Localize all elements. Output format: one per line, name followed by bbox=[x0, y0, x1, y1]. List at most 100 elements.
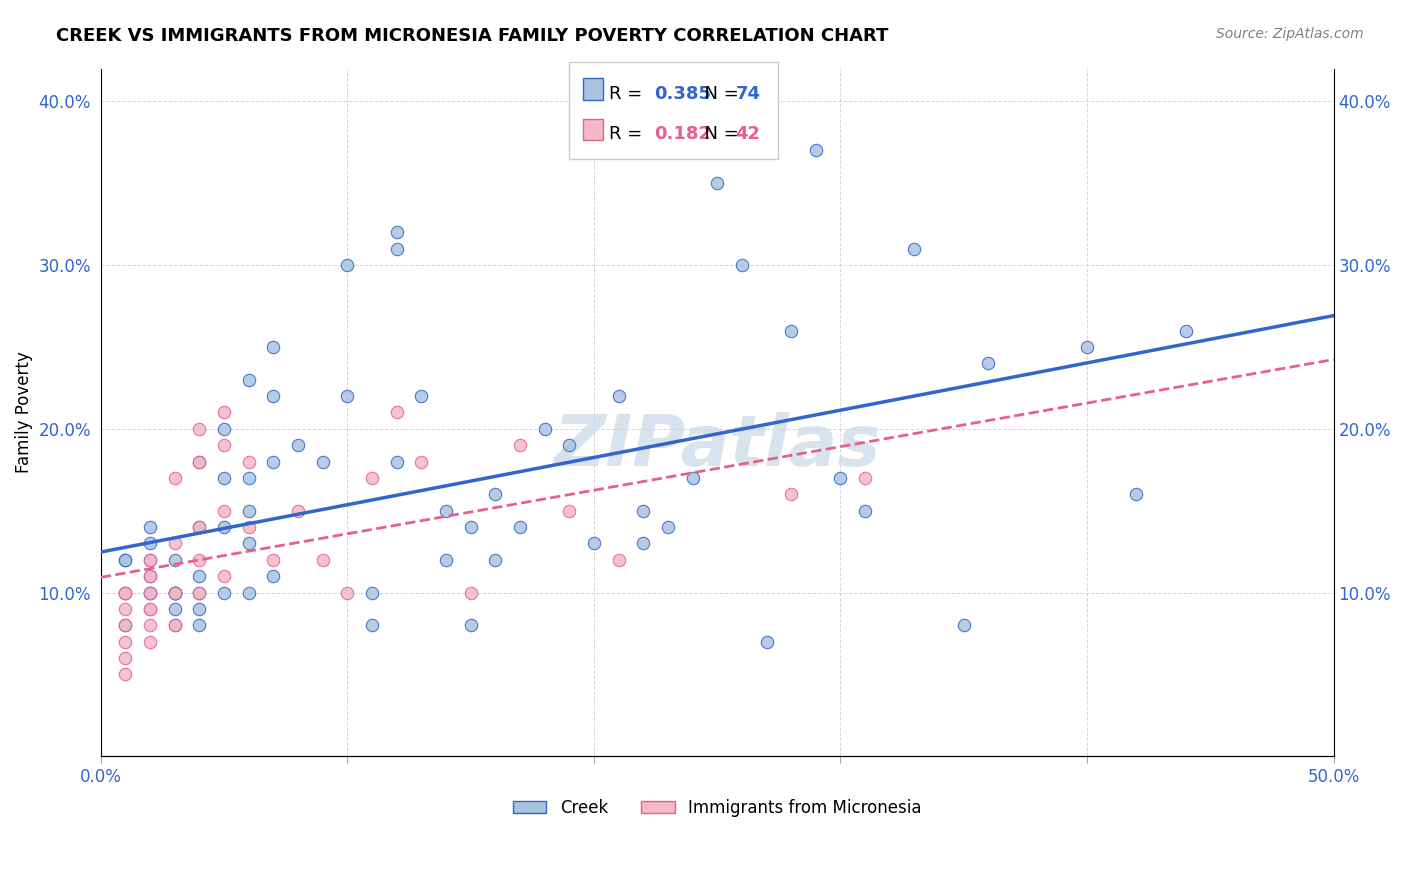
Point bbox=[853, 471, 876, 485]
Text: R =: R = bbox=[609, 125, 648, 143]
Point bbox=[287, 438, 309, 452]
Point bbox=[460, 618, 482, 632]
Point bbox=[238, 373, 260, 387]
Point bbox=[139, 553, 162, 567]
Point bbox=[903, 242, 925, 256]
Point bbox=[262, 454, 284, 468]
Text: N =: N = bbox=[693, 125, 745, 143]
Text: 0.182: 0.182 bbox=[654, 125, 711, 143]
Text: 42: 42 bbox=[735, 125, 761, 143]
Point bbox=[163, 536, 186, 550]
Point bbox=[631, 536, 654, 550]
Point bbox=[607, 553, 630, 567]
Text: 74: 74 bbox=[735, 85, 761, 103]
Point bbox=[188, 585, 211, 599]
Point bbox=[139, 553, 162, 567]
Point bbox=[188, 569, 211, 583]
Legend: Creek, Immigrants from Micronesia: Creek, Immigrants from Micronesia bbox=[506, 792, 928, 823]
Point bbox=[484, 553, 506, 567]
Point bbox=[853, 503, 876, 517]
Point bbox=[114, 585, 136, 599]
Point bbox=[139, 585, 162, 599]
Point bbox=[385, 454, 408, 468]
Point bbox=[434, 553, 457, 567]
Point bbox=[558, 438, 581, 452]
Point bbox=[163, 618, 186, 632]
Point bbox=[385, 405, 408, 419]
Point bbox=[361, 618, 384, 632]
Point bbox=[163, 618, 186, 632]
Point bbox=[139, 602, 162, 616]
Point bbox=[163, 585, 186, 599]
Point bbox=[411, 389, 433, 403]
Point bbox=[212, 520, 235, 534]
Point bbox=[114, 585, 136, 599]
Text: 0.385: 0.385 bbox=[654, 85, 711, 103]
Point bbox=[114, 618, 136, 632]
Point bbox=[460, 585, 482, 599]
Point bbox=[188, 520, 211, 534]
Point bbox=[212, 569, 235, 583]
Point bbox=[262, 389, 284, 403]
Point bbox=[163, 471, 186, 485]
Point bbox=[361, 585, 384, 599]
Point bbox=[139, 602, 162, 616]
Point bbox=[262, 569, 284, 583]
Point bbox=[139, 520, 162, 534]
Point bbox=[114, 553, 136, 567]
Point bbox=[163, 553, 186, 567]
Point bbox=[163, 585, 186, 599]
Point bbox=[114, 651, 136, 665]
Point bbox=[114, 634, 136, 648]
Point bbox=[977, 356, 1000, 370]
Text: N =: N = bbox=[693, 85, 745, 103]
Point bbox=[434, 503, 457, 517]
Point bbox=[114, 553, 136, 567]
Point bbox=[238, 520, 260, 534]
Point bbox=[212, 405, 235, 419]
Point bbox=[731, 258, 754, 272]
Point bbox=[188, 585, 211, 599]
Point bbox=[706, 176, 728, 190]
Point bbox=[139, 569, 162, 583]
Point bbox=[582, 536, 605, 550]
Point bbox=[139, 569, 162, 583]
Point bbox=[212, 438, 235, 452]
Point bbox=[188, 553, 211, 567]
Point bbox=[509, 520, 531, 534]
Text: R =: R = bbox=[609, 85, 648, 103]
Point bbox=[163, 585, 186, 599]
Point bbox=[139, 585, 162, 599]
Y-axis label: Family Poverty: Family Poverty bbox=[15, 351, 32, 474]
Point bbox=[262, 553, 284, 567]
Point bbox=[262, 340, 284, 354]
Point bbox=[533, 422, 555, 436]
Point bbox=[509, 438, 531, 452]
Point bbox=[139, 618, 162, 632]
Point bbox=[114, 667, 136, 681]
Point bbox=[139, 585, 162, 599]
Point bbox=[188, 454, 211, 468]
Point bbox=[336, 585, 359, 599]
Point bbox=[114, 602, 136, 616]
Point bbox=[163, 585, 186, 599]
Point bbox=[238, 471, 260, 485]
Point bbox=[114, 585, 136, 599]
Point bbox=[287, 503, 309, 517]
Point bbox=[114, 618, 136, 632]
Point bbox=[312, 454, 335, 468]
Point bbox=[238, 536, 260, 550]
Point bbox=[312, 553, 335, 567]
Point bbox=[1125, 487, 1147, 501]
Text: CREEK VS IMMIGRANTS FROM MICRONESIA FAMILY POVERTY CORRELATION CHART: CREEK VS IMMIGRANTS FROM MICRONESIA FAMI… bbox=[56, 27, 889, 45]
Point bbox=[682, 471, 704, 485]
Text: ZIPatlas: ZIPatlas bbox=[554, 412, 882, 482]
Point bbox=[238, 503, 260, 517]
Point bbox=[139, 536, 162, 550]
Point bbox=[411, 454, 433, 468]
Point bbox=[188, 454, 211, 468]
Point bbox=[780, 324, 803, 338]
Point bbox=[558, 503, 581, 517]
Point bbox=[780, 487, 803, 501]
Point bbox=[336, 258, 359, 272]
